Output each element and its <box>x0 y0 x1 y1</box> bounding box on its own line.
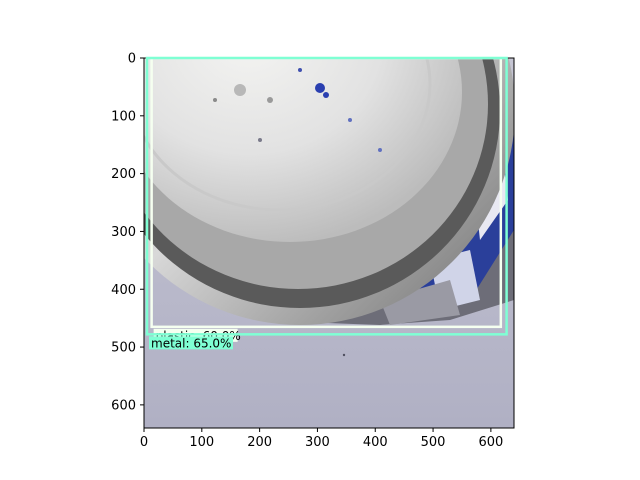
x-tick-label: 300 <box>305 435 330 450</box>
x-tick-label: 400 <box>363 435 388 450</box>
photo-image <box>144 58 514 428</box>
y-tick-label: 200 <box>111 167 136 182</box>
x-tick-label: 500 <box>421 435 446 450</box>
x-tick-label: 0 <box>140 435 148 450</box>
y-tick-label: 400 <box>111 283 136 298</box>
x-axis: 0 100 200 300 400 500 600 <box>140 428 503 450</box>
y-tick-label: 0 <box>128 52 136 67</box>
y-tick-label: 600 <box>111 398 136 413</box>
detections-layer: plastic: 60.0%metal: 65.0% <box>145 56 508 350</box>
x-tick-label: 100 <box>189 435 214 450</box>
y-tick-label: 500 <box>111 341 136 356</box>
detection-label-background <box>149 336 233 350</box>
y-tick-label: 100 <box>111 109 136 124</box>
detection-box <box>145 56 508 336</box>
x-tick-label: 600 <box>478 435 503 450</box>
y-tick-label: 300 <box>111 225 136 240</box>
y-axis: 0 100 200 300 400 500 600 <box>111 52 144 413</box>
x-tick-label: 200 <box>247 435 272 450</box>
detection-label: metal: 65.0% <box>151 336 231 350</box>
